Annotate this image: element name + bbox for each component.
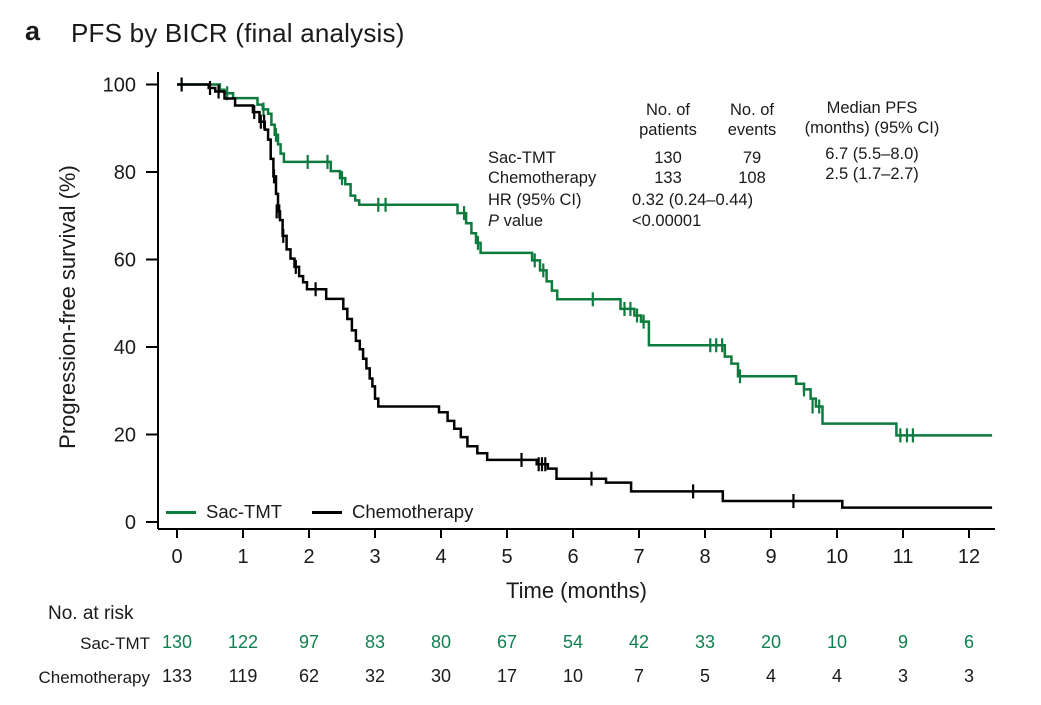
stats-header-events-line2: events: [727, 121, 777, 139]
x-tick-label: 0: [171, 546, 182, 568]
risk-value: 33: [695, 632, 715, 652]
risk-value: 119: [229, 666, 258, 686]
risk-value: 62: [299, 666, 319, 686]
stats-p-label-rest: value: [499, 212, 544, 230]
risk-value: 54: [563, 632, 583, 652]
risk-row-label-chemotherapy: Chemotherapy: [38, 668, 150, 687]
stats-hr-value: 0.32 (0.24–0.44): [632, 191, 754, 209]
stats-header-median-line2: (months) (95% CI): [804, 119, 940, 137]
stats-header-patients-line1: No. of: [645, 101, 691, 119]
stats-sac-tmt-median: 6.7 (5.5–8.0): [825, 145, 919, 163]
risk-value: 5: [700, 666, 710, 686]
risk-value: 30: [431, 666, 451, 686]
y-tick-label: 80: [114, 162, 136, 184]
x-tick-label: 3: [369, 546, 380, 568]
y-axis-title: Progression-free survival (%): [55, 165, 80, 449]
risk-value: 17: [497, 666, 517, 686]
risk-value: 6: [964, 632, 974, 652]
panel-label: a: [25, 16, 41, 46]
risk-value: 10: [563, 666, 583, 686]
stats-header-patients-line2: patients: [639, 121, 697, 139]
km-curve-chemotherapy: [177, 83, 993, 509]
stats-header-events: No. of events: [707, 100, 797, 140]
x-tick-label: 2: [303, 546, 314, 568]
risk-table-title: No. at risk: [48, 603, 134, 624]
stats-chemotherapy-events: 108: [738, 169, 766, 187]
risk-value: 7: [634, 666, 644, 686]
stats-header-patients: No. of patients: [623, 100, 713, 140]
stats-hr-label: HR (95% CI): [488, 191, 582, 209]
stats-sac-tmt-patients: 130: [654, 149, 682, 167]
risk-row-label-sac-tmt: Sac-TMT: [80, 634, 150, 653]
figure-title: PFS by BICR (final analysis): [71, 18, 405, 48]
stats-row-label-sac-tmt: Sac-TMT: [488, 149, 556, 167]
risk-value: 4: [766, 666, 776, 686]
risk-value: 9: [898, 632, 908, 652]
risk-value: 67: [497, 632, 517, 652]
x-tick-label: 8: [699, 546, 710, 568]
risk-value: 122: [228, 632, 258, 652]
legend-item-chemotherapy: Chemotherapy: [312, 501, 473, 523]
x-tick-label: 4: [435, 546, 446, 568]
stats-p-label-italic: P: [488, 212, 500, 230]
risk-value: 97: [299, 632, 319, 652]
legend-line-sac-tmt: [166, 510, 196, 514]
stats-chemotherapy-median: 2.5 (1.7–2.7): [825, 165, 919, 183]
y-tick-label: 100: [103, 75, 136, 97]
stats-chemotherapy-patients: 133: [654, 169, 682, 187]
stats-sac-tmt-events: 79: [742, 149, 762, 167]
risk-value: 20: [761, 632, 781, 652]
x-tick-label: 10: [826, 546, 848, 568]
y-tick-label: 0: [125, 512, 136, 534]
risk-value: 3: [898, 666, 908, 686]
risk-value: 32: [365, 666, 385, 686]
x-tick-label: 9: [765, 546, 776, 568]
km-curve-sac-tmt: [177, 83, 993, 437]
legend-line-chemotherapy: [312, 510, 342, 514]
stats-p-value: <0.00001: [632, 212, 702, 230]
y-tick-label: 20: [114, 425, 136, 447]
x-tick-label: 11: [893, 546, 914, 568]
risk-value: 133: [162, 666, 192, 686]
x-tick-label: 6: [567, 546, 578, 568]
legend-item-sac-tmt: Sac-TMT: [166, 501, 282, 523]
risk-value: 10: [827, 632, 847, 652]
stats-header-median-line1: Median PFS: [826, 99, 918, 117]
y-tick-label: 40: [114, 337, 136, 359]
x-tick-label: 12: [958, 546, 980, 568]
x-axis-title: Time (months): [506, 578, 647, 603]
legend-label-chemotherapy: Chemotherapy: [352, 501, 474, 522]
risk-value: 83: [365, 632, 385, 652]
stats-p-label: P value: [488, 211, 543, 231]
stats-header-median-pfs: Median PFS (months) (95% CI): [782, 98, 962, 138]
risk-value: 80: [431, 632, 451, 652]
x-tick-label: 1: [237, 546, 248, 568]
x-tick-label: 7: [633, 546, 644, 568]
legend-label-sac-tmt: Sac-TMT: [206, 501, 283, 522]
stats-row-label-chemotherapy: Chemotherapy: [488, 169, 597, 187]
risk-value: 130: [162, 632, 192, 652]
risk-value: 4: [832, 666, 842, 686]
stats-header-events-line1: No. of: [729, 101, 775, 119]
x-tick-label: 5: [501, 546, 512, 568]
risk-value: 42: [629, 632, 649, 652]
y-tick-label: 60: [114, 250, 136, 272]
risk-value: 3: [964, 666, 974, 686]
